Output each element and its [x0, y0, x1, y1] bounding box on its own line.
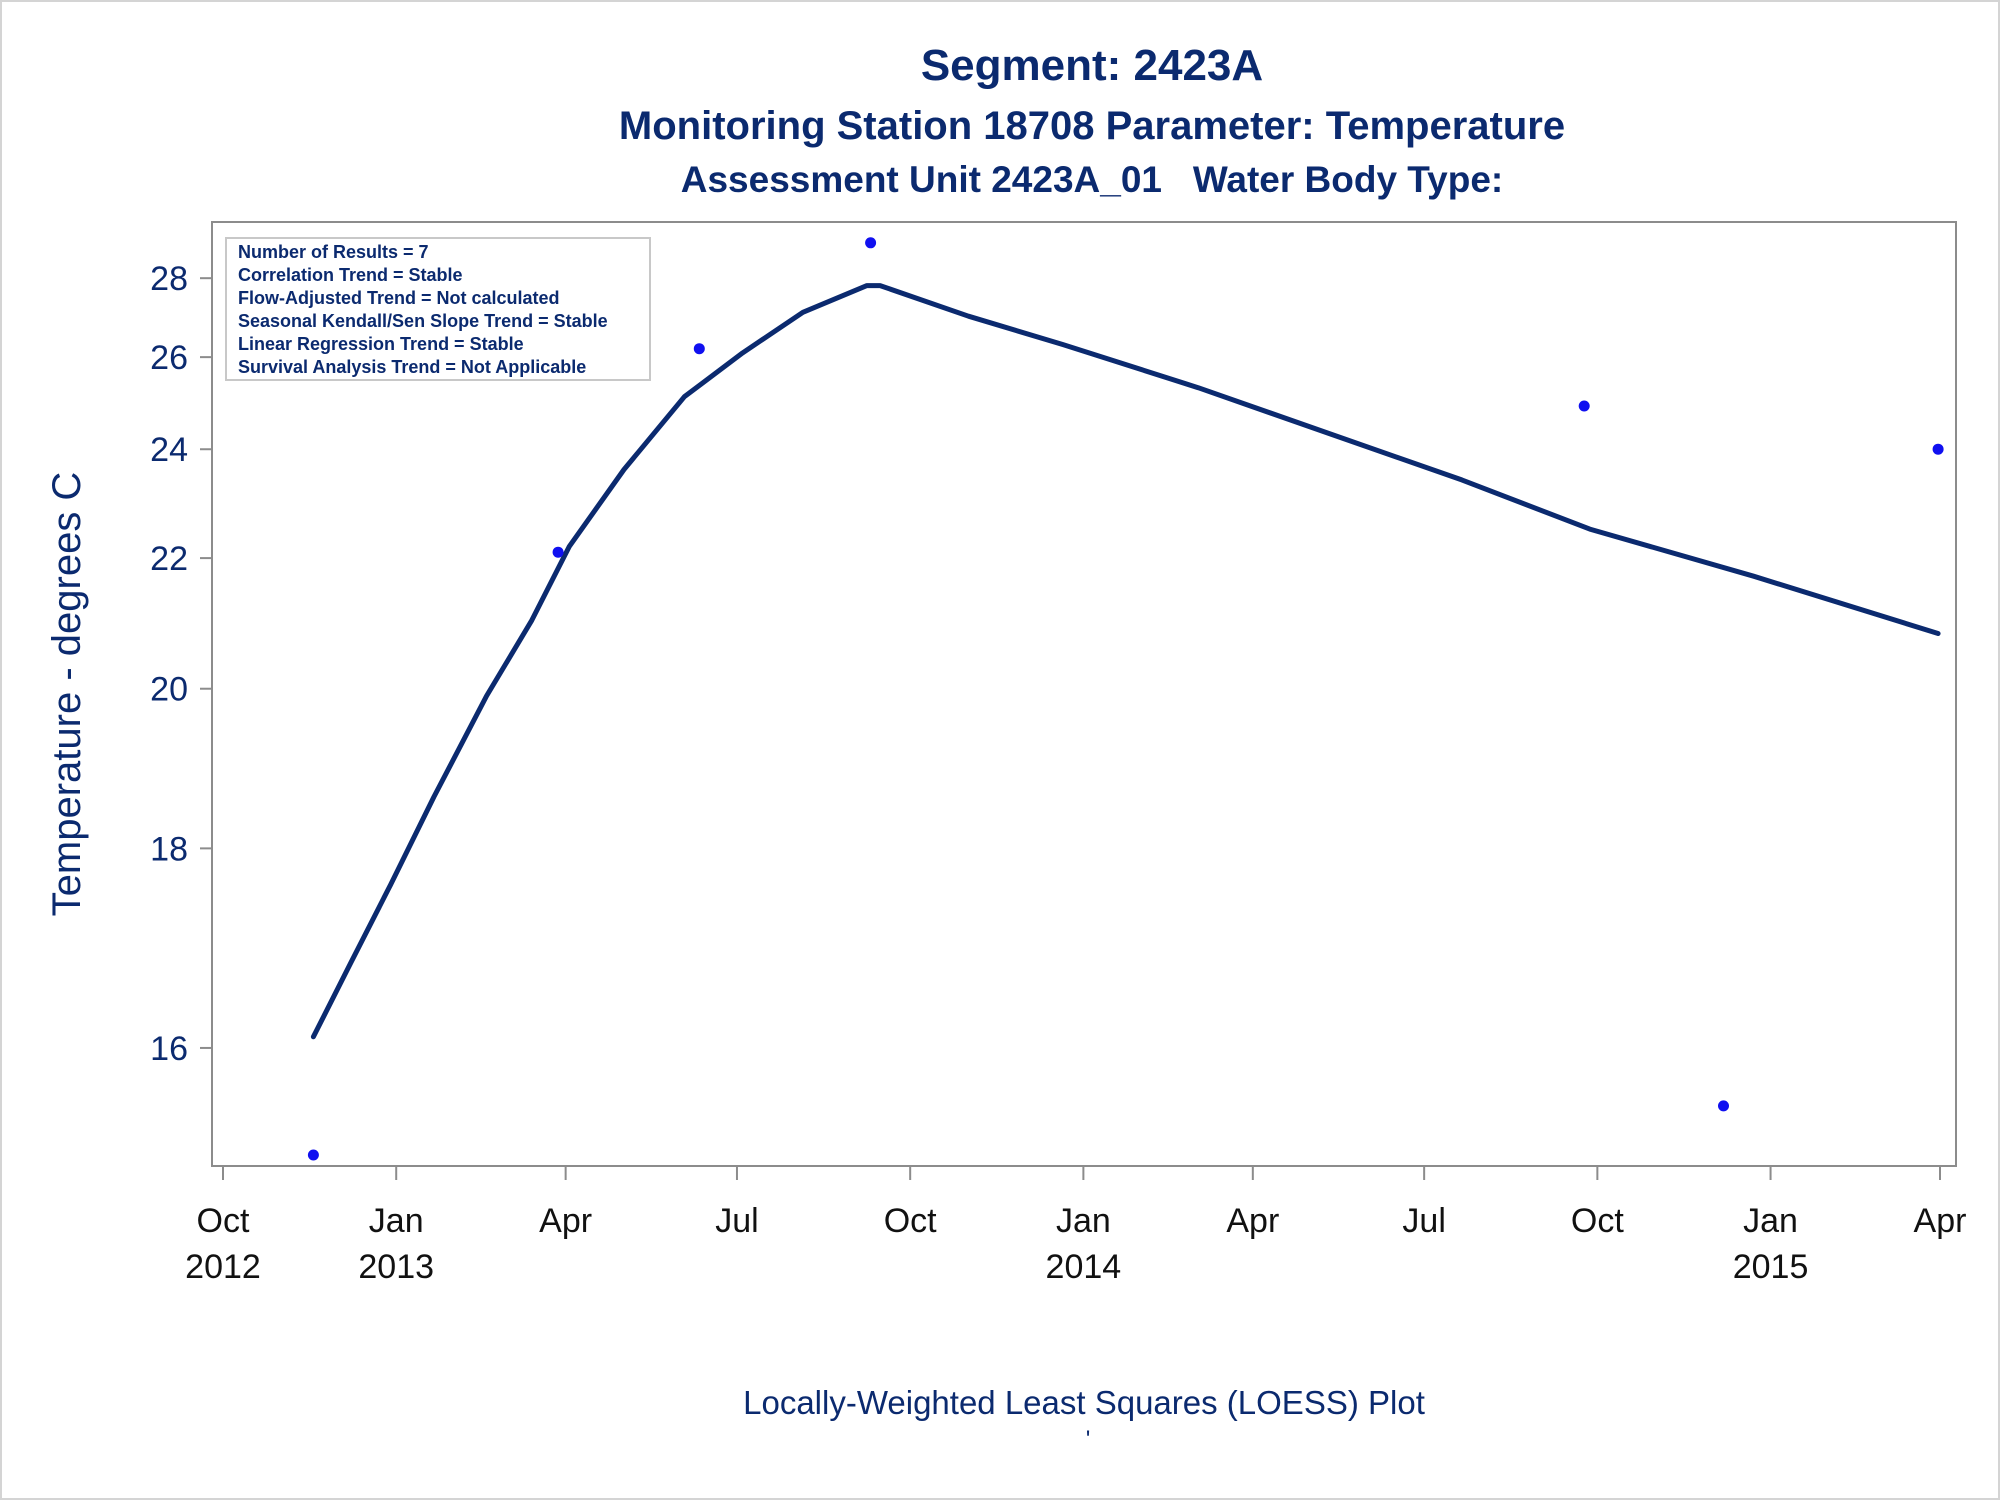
x-tick-label: Apr [1914, 1202, 1967, 1240]
data-point [552, 546, 564, 558]
x-tick-label: Jul [715, 1202, 758, 1240]
x-tick-label: Jul [1402, 1202, 1445, 1240]
plot-series [307, 237, 1944, 1161]
y-tick-label: 28 [150, 260, 188, 298]
x-tick-label: 2013 [358, 1248, 434, 1286]
x-tick-label: Jan [1056, 1202, 1111, 1240]
loess-line [310, 283, 1941, 1040]
x-tick-label: 2015 [1733, 1248, 1809, 1286]
data-point [1932, 443, 1944, 455]
y-tick-label: 22 [150, 540, 188, 578]
stats-line: Correlation Trend = Stable [238, 265, 463, 285]
x-axis: Oct 2012 Jan 2013 Apr Jul Oct Jan 2014 Apr Jul Oct J… [185, 1166, 1966, 1286]
x-axis-label: Locally-Weighted Least Squares (LOESS) P… [743, 1384, 1425, 1421]
y-axis: 16 18 20 22 24 26 28 [150, 260, 212, 1068]
x-tick-label: Oct [1571, 1202, 1624, 1240]
y-tick-label: 18 [150, 830, 188, 868]
y-axis-label: Temperature - degrees C [45, 472, 89, 917]
y-tick-label: 20 [150, 671, 188, 709]
data-point [307, 1149, 319, 1161]
y-tick-label: 16 [150, 1030, 188, 1068]
x-tick-label: Apr [1226, 1202, 1279, 1240]
x-tick-label: Jan [1743, 1202, 1798, 1240]
chart-title: Segment: 2423A [921, 41, 1263, 90]
data-point [1578, 400, 1590, 412]
stats-inset: Number of Results = 7 Correlation Trend … [225, 237, 651, 381]
y-tick-label: 24 [150, 431, 188, 469]
y-tick-label: 26 [150, 339, 188, 377]
stats-line: Survival Analysis Trend = Not Applicable [238, 357, 586, 377]
chart-subtitle-2: Assessment Unit 2423A_01 Water Body Type… [681, 159, 1504, 200]
stats-line: Number of Results = 7 [238, 242, 429, 262]
data-point [865, 237, 877, 249]
stats-inset-box [225, 237, 651, 381]
x-tick-label: Apr [539, 1202, 592, 1240]
x-tick-label: Jan [369, 1202, 424, 1240]
stats-line: Linear Regression Trend = Stable [238, 334, 524, 354]
chart-subtitle: Monitoring Station 18708 Parameter: Temp… [619, 104, 1565, 148]
stats-line: Flow-Adjusted Trend = Not calculated [238, 288, 560, 308]
x-tick-label: 2014 [1046, 1248, 1122, 1286]
data-point [693, 343, 705, 355]
x-tick-label: Oct [197, 1202, 250, 1240]
stats-line: Seasonal Kendall/Sen Slope Trend = Stabl… [238, 311, 608, 331]
x-tick-label: 2012 [185, 1248, 261, 1286]
data-point [1718, 1100, 1729, 1112]
x-tick-label: Oct [884, 1202, 937, 1240]
footnote: ' [1086, 1426, 1091, 1453]
